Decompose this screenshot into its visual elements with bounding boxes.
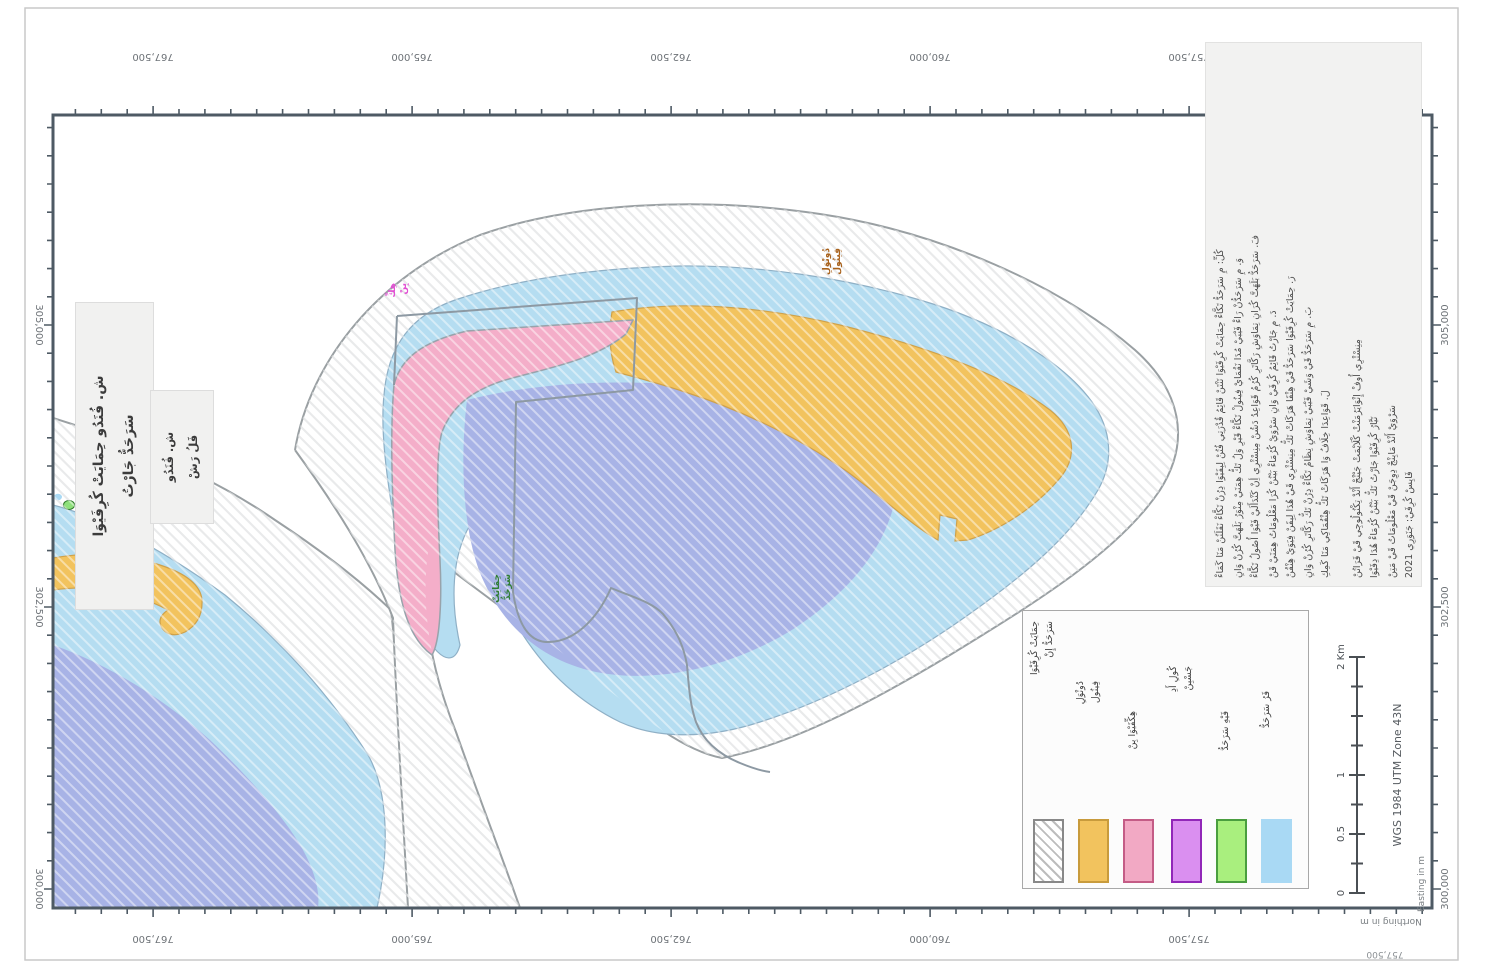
svg-text:302,500: 302,500 [33,586,44,627]
legend-label: فَيْهِ سَرَحَدُّ [1220,711,1231,751]
northing-axis-title: Northing in m [1360,916,1422,926]
annotation-line: دَ. مِ جَارْتُ قَائِمُ كُرِفَيْ وَانِ سَ… [1267,310,1279,578]
title-box: ش. فُنَدُو حِمَايَتْ كُرِفَيْوَا سَرَحَد… [75,302,154,610]
annotation-line: مِنِسْتْرِي أُوفْ إِنْوَايَرُمَنْتْ كْلَ… [1351,339,1363,578]
svg-text:757,500: 757,500 [1168,51,1209,62]
legend-swatch-protected-boundary [1033,819,1064,883]
map-frame [51,113,1434,910]
svg-text:2 Km: 2 Km [1336,644,1347,670]
svg-text:757,500: 757,500 [1168,933,1209,944]
annotation-line: بَ. مِ سَرَحَدُّ قَيْ وَشَيْ فَيْبَيْ تِ… [1302,306,1314,578]
svg-text:302,500: 302,500 [1440,586,1451,627]
map-title-line1: ش. فُنَدُو حِمَايَتْ كُرِفَيْوَا [91,375,107,537]
svg-text:760,000: 760,000 [909,51,950,62]
legend-label: حِمَايَتْ كُرِفَيْوَا سَرَحَدُّ إِنْ [1029,621,1055,675]
legend-swatch-sandbank [1078,819,1109,883]
svg-text:0: 0 [1336,890,1347,896]
map-subtitle-line1: ش. فُنَدُو [162,431,176,483]
svg-text:1: 1 [1336,772,1347,778]
svg-text:762,500: 762,500 [650,933,691,944]
easting-axis-title: Easting in m [1417,856,1427,912]
label-sandbank: دُونْوَلِ فِينُول [822,248,843,276]
map-subtitle-line2: فَلُ رَشْ [186,434,200,480]
legend-swatch-wetland [1171,819,1202,883]
svg-text:762,500: 762,500 [650,51,691,62]
svg-text:300,000: 300,000 [1440,868,1451,909]
scale-bar [1349,656,1365,894]
annotation-line: سَرْوَيْ أَنْدْ مَابِنْجْ دِوِجَنْ قَيْ … [1386,405,1398,578]
legend-swatch-reef-flat [1261,819,1292,883]
legend: حِمَايَتْ كُرِفَيْوَا سَرَحَدُّ إِنْ دُو… [1022,610,1309,889]
svg-text:305,000: 305,000 [33,304,44,345]
svg-text:765,000: 765,000 [391,933,432,944]
axis-labels-left: 305,000 302,500 300,000 [33,304,44,909]
annotation-line: كُلِّ: مِ سَرَحَدُّ تَكَّاءْ حِمَايَتْ ك… [1215,249,1226,578]
annotation-line: فَايِسْ كُرِفَيْ: جَنَوَرِي 2021 [1404,471,1415,578]
svg-text:0.5: 0.5 [1336,826,1347,842]
svg-text:765,000: 765,000 [391,51,432,62]
axis-labels-top: 767,500 765,000 762,500 760,000 757,500 [132,51,1209,62]
sheet-border [24,7,1459,961]
label-boundary: حِمَايَتْ سَرَحَدُّ [492,574,513,603]
annotation-line: وَ. مِ سَرَحَدُّنْ رَاءْ فَيْبَيْ مُدَا … [1232,257,1244,578]
legend-swatch-vegetation [1216,819,1247,883]
svg-text:300,000: 300,000 [33,868,44,909]
svg-text:305,000: 305,000 [1440,304,1451,345]
crs-label: WGS 1984 UTM Zone 43N [1391,704,1404,847]
legend-swatch-reclaimed [1123,819,1154,883]
legend-label: دُونْوَلِ فِينُول [1075,681,1101,705]
annotation-line: فَ. سَرَحَدُّ بَلَهَتَّ كُرَانِ تِمَاوَش… [1250,234,1261,578]
legend-label: كُولِ أَدِ جَسْبِنْ [1168,666,1194,693]
scale-bar-labels: 0 0.5 1 2 Km [1336,644,1347,896]
legend-label: فَرُ سَرَحَدُّ [1261,691,1272,728]
axis-labels-right: 305,000 302,500 300,000 [1440,304,1451,909]
hatch-overlay-main [295,204,1179,908]
corner-coordinate: 757,500 [1366,949,1403,959]
annotation-box: كُلِّ: مِ سَرَحَدُّ تَكَّاءْ حِمَايَتْ ك… [1205,42,1422,587]
label-reclaimed: هِكِّ بِنْ [388,283,409,298]
map-title-line2: سَرَحَدُّ جَارْتُ [121,414,137,498]
svg-text:760,000: 760,000 [909,933,950,944]
site-boundary-line [396,297,771,773]
svg-text:767,500: 767,500 [132,51,173,62]
site-boundary-left-edge [393,315,398,386]
axis-labels-bottom: 767,500 765,000 762,500 760,000 757,500 [132,933,1209,944]
legend-label: هِكِّفَيْوَا بِنْ [1127,711,1138,750]
annotation-line: رَ. حِمَايَتْ كُرِفَيْوَا سَرَحَدُّ قَيْ… [1285,276,1296,578]
subtitle-box: ش. فُنَدُو فَلُ رَشْ [150,390,214,524]
annotation-line: تَيَّارُ كُرِفَيْوَا جَارْتُ تَكُّ بَيْن… [1369,416,1380,578]
svg-text:767,500: 767,500 [132,933,173,944]
annotation-line: لَ. قَوَاعِدَا خِلَافُ وَا هَرَكَاتْ تَك… [1320,390,1331,578]
